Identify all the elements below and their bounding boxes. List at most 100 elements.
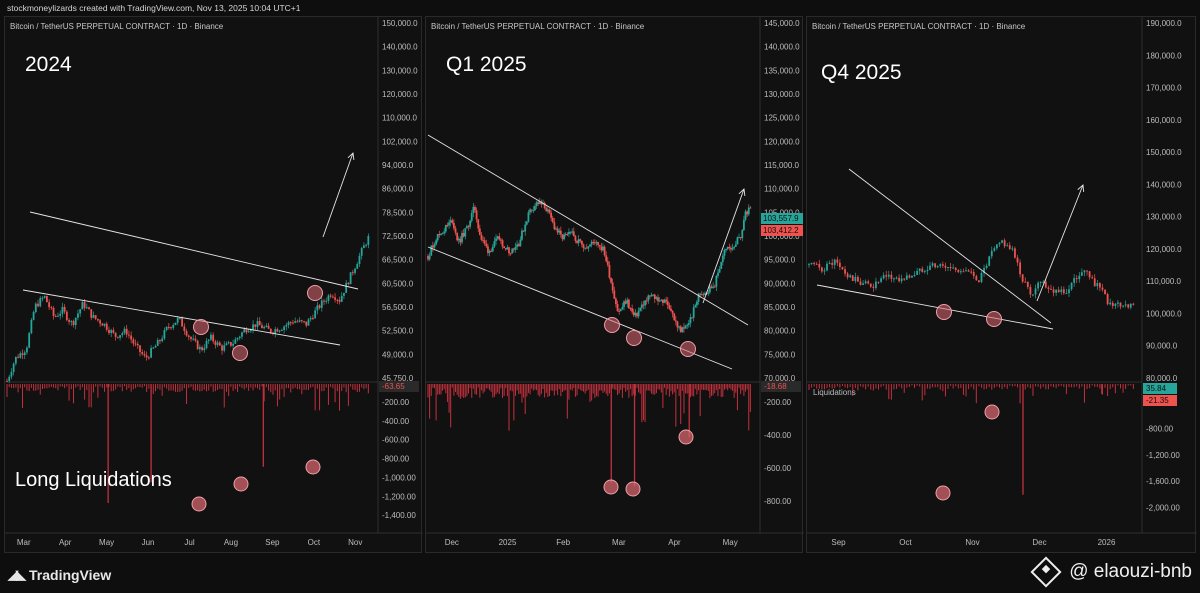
candle-body — [623, 301, 625, 307]
candle-body — [833, 259, 836, 265]
time-tick-label: Oct — [899, 538, 912, 547]
candle-body — [545, 208, 548, 212]
liquidations-caption: Long Liquidations — [15, 469, 172, 491]
candle-body — [101, 323, 104, 326]
candle-body — [30, 319, 33, 334]
candle-body — [1073, 278, 1076, 283]
candle-body — [704, 293, 706, 295]
candle-body — [895, 277, 898, 279]
liq-badge-red — [1143, 395, 1177, 406]
candle-body — [838, 262, 841, 267]
candle-body — [54, 316, 57, 318]
candle-body — [88, 307, 90, 310]
candle-body — [454, 228, 457, 233]
candle-body — [307, 319, 310, 326]
candle-body — [1021, 274, 1024, 282]
candle-body — [1014, 248, 1016, 258]
candle-body — [154, 345, 157, 348]
candle-body — [143, 353, 146, 356]
candle-body — [276, 329, 279, 332]
liq-spike-marker — [984, 404, 1000, 420]
price-tick-label: 140,000.0 — [382, 43, 418, 52]
candle-body — [743, 219, 745, 230]
candle-body — [265, 325, 268, 327]
liq-tick-label: -1,200.00 — [1146, 451, 1180, 460]
chart-canvas-2024[interactable]: 150,000.0 140,000.0 130,000.0 120,000.0 110,… — [5, 17, 423, 554]
chart-canvas-q4-2025[interactable]: 190,000.0 180,000.0 170,000.0 160,000.0 150,… — [807, 17, 1197, 554]
candle-body — [477, 219, 480, 229]
price-tick-label: 190,000.0 — [1146, 19, 1182, 28]
candle-body — [512, 248, 515, 250]
tradingview-logo[interactable]: ◢◣ TradingView — [8, 567, 111, 583]
candle-body — [663, 299, 666, 303]
candle-body — [32, 311, 35, 320]
time-tick-label: Aug — [224, 538, 238, 547]
candle-body — [815, 263, 818, 265]
candle-body — [1132, 303, 1135, 305]
candle-body — [626, 299, 629, 304]
time-tick-label: Nov — [965, 538, 979, 547]
header-credit: stockmoneylizards created with TradingVi… — [7, 3, 301, 13]
candle-body — [683, 327, 685, 329]
candle-body — [998, 242, 1001, 245]
price-low-marker — [193, 319, 209, 335]
candle-body — [875, 281, 877, 288]
candle-body — [637, 310, 640, 317]
candle-body — [846, 273, 849, 278]
candle-body — [263, 326, 266, 329]
candle-body — [826, 263, 828, 271]
candle-body — [993, 248, 996, 251]
candle-body — [746, 211, 749, 215]
candle-body — [808, 264, 810, 266]
candle-body — [128, 334, 130, 336]
candle-body — [603, 246, 606, 256]
time-tick-label: Mar — [612, 538, 626, 547]
time-tick-label: Sep — [265, 538, 280, 547]
candle-body — [741, 229, 744, 239]
price-tick-label: 90,000.0 — [764, 279, 796, 288]
chart-canvas-q1-2025[interactable]: 145,000.0 140,000.0 135,000.0 130,000.0 125,… — [426, 17, 804, 554]
candle-body — [524, 224, 527, 232]
candle-body — [725, 248, 727, 251]
candle-body — [1122, 305, 1124, 307]
candle-body — [467, 226, 470, 228]
candle-body — [1003, 240, 1006, 247]
candle-body — [438, 234, 441, 236]
candle-body — [615, 298, 617, 305]
candle-body — [598, 244, 601, 247]
candle-body — [358, 255, 361, 265]
candle-body — [555, 228, 557, 230]
candle-body — [859, 281, 862, 285]
chart-panel-2024[interactable]: 150,000.0 140,000.0 130,000.0 120,000.0 110,… — [4, 16, 423, 554]
candle-body — [1114, 303, 1117, 307]
candle-body — [568, 231, 570, 235]
candle-body — [715, 275, 718, 287]
candle-body — [356, 264, 359, 269]
time-tick-label: Apr — [59, 538, 72, 547]
candle-body — [592, 241, 595, 243]
candle-body — [61, 306, 64, 314]
chart-panel-q4-2025[interactable]: 190,000.0 180,000.0 170,000.0 160,000.0 150,… — [806, 16, 1197, 554]
candle-body — [1057, 289, 1060, 293]
candle-body — [1065, 293, 1068, 295]
candle-body — [474, 206, 476, 211]
candle-body — [461, 233, 463, 243]
candle-body — [17, 356, 19, 358]
candle-body — [365, 244, 368, 246]
candle-body — [172, 324, 175, 328]
candle-body — [347, 282, 350, 285]
candle-body — [201, 347, 203, 351]
candle-body — [216, 342, 219, 345]
breakout-arrow-line — [1036, 184, 1084, 302]
candle-body — [314, 310, 317, 319]
trend-line — [848, 168, 1052, 324]
liq-tick-label: -1,600.00 — [1146, 477, 1180, 486]
candle-body — [670, 308, 672, 311]
chart-panel-q1-2025[interactable]: 145,000.0 140,000.0 135,000.0 130,000.0 125,… — [425, 16, 804, 554]
candle-body — [605, 255, 608, 262]
candle-body — [327, 295, 330, 301]
candle-body — [449, 220, 452, 223]
candle-body — [1129, 303, 1132, 308]
candle-body — [702, 294, 705, 296]
candle-body — [929, 265, 931, 270]
